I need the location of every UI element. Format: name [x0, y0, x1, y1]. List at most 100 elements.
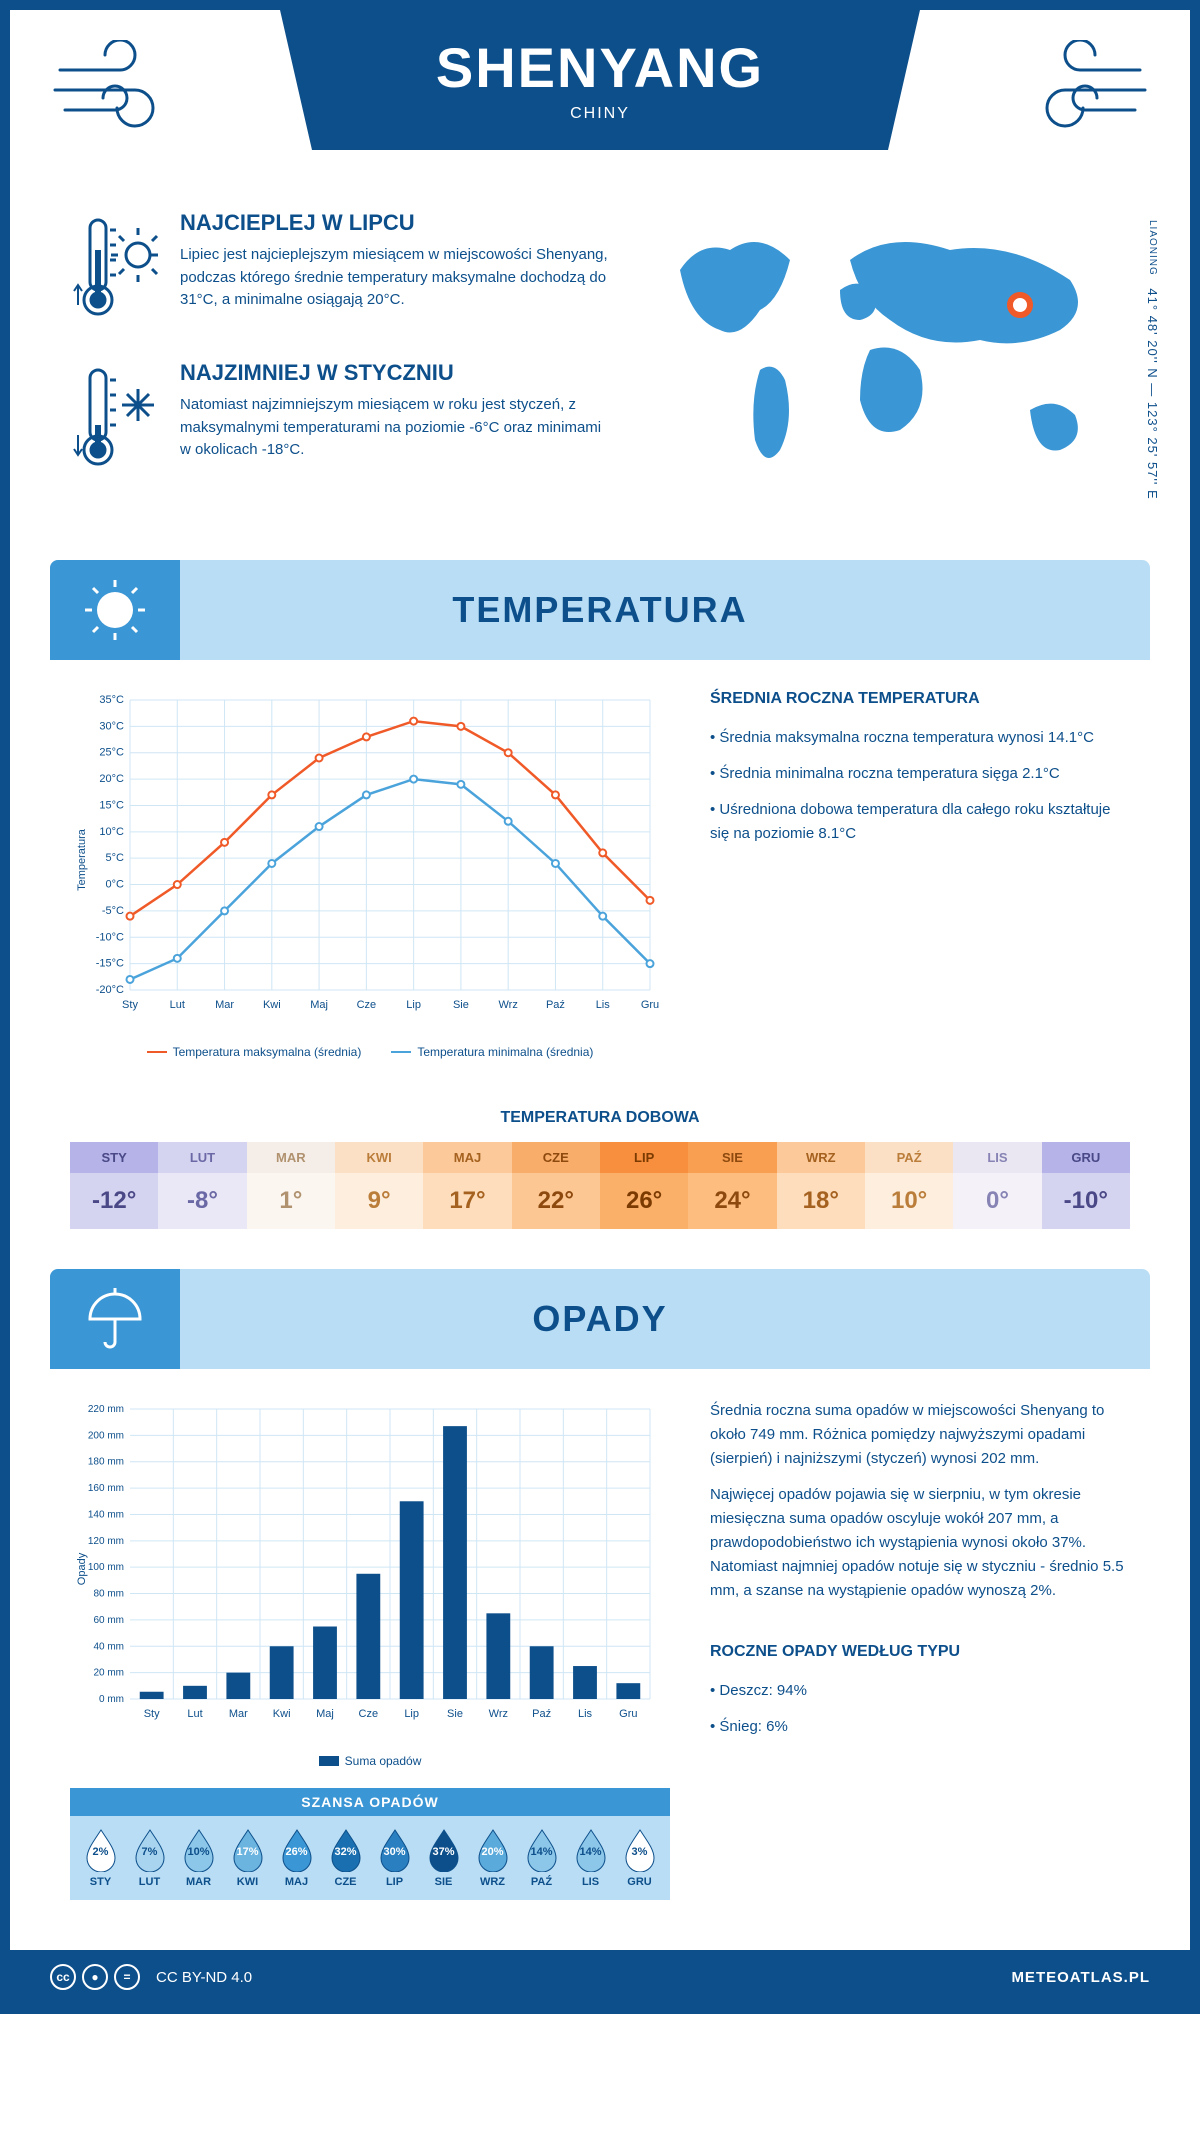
svg-text:Sty: Sty [122, 999, 138, 1011]
precip-info: Średnia roczna suma opadów w miejscowośc… [710, 1399, 1130, 1920]
daily-temp-cell: KWI9° [335, 1142, 423, 1229]
temperature-info: ŚREDNIA ROCZNA TEMPERATURA • Średnia mak… [710, 690, 1130, 1059]
daily-temp-cell: SIE24° [688, 1142, 776, 1229]
daily-temp-cell: MAJ17° [423, 1142, 511, 1229]
svg-text:Lip: Lip [404, 1708, 419, 1720]
precip-chance-cell: 30%LIP [370, 1828, 419, 1888]
precip-chance-cell: 32%CZE [321, 1828, 370, 1888]
precip-text-1: Średnia roczna suma opadów w miejscowośc… [710, 1399, 1130, 1471]
precip-chance-cell: 2%STY [76, 1828, 125, 1888]
daily-temp-cell: GRU-10° [1042, 1142, 1130, 1229]
svg-text:10°C: 10°C [99, 826, 124, 838]
daily-temp-cell: PAŹ10° [865, 1142, 953, 1229]
svg-text:Cze: Cze [359, 1708, 379, 1720]
svg-text:Kwi: Kwi [263, 999, 281, 1011]
precip-chance-block: SZANSA OPADÓW 2%STY7%LUT10%MAR17%KWI26%M… [70, 1788, 670, 1900]
coordinates-label: 41° 48' 20'' N — 123° 25' 57'' E [1145, 288, 1160, 499]
coldest-text: Natomiast najzimniejszym miesiącem w rok… [180, 394, 610, 462]
svg-text:Temperatura: Temperatura [76, 828, 88, 891]
header: SHENYANG CHINY [10, 10, 1190, 190]
svg-text:Maj: Maj [310, 999, 328, 1011]
precip-chance-cell: 17%KWI [223, 1828, 272, 1888]
svg-text:Wrz: Wrz [499, 999, 518, 1011]
svg-text:20°C: 20°C [99, 773, 124, 785]
precip-chance-cell: 14%PAŹ [517, 1828, 566, 1888]
svg-text:Opady: Opady [76, 1552, 88, 1585]
temperature-chart: -20°C-15°C-10°C-5°C0°C5°C10°C15°C20°C25°… [70, 690, 670, 1059]
svg-text:80 mm: 80 mm [93, 1589, 124, 1600]
svg-text:Gru: Gru [619, 1708, 637, 1720]
svg-text:Paź: Paź [546, 999, 565, 1011]
warmest-title: NAJCIEPLEJ W LIPCU [180, 210, 610, 236]
svg-text:Lis: Lis [578, 1708, 593, 1720]
svg-text:40 mm: 40 mm [93, 1641, 124, 1652]
svg-text:160 mm: 160 mm [88, 1483, 124, 1494]
city-name: SHENYANG [280, 35, 920, 100]
coldest-title: NAJZIMNIEJ W STYCZNIU [180, 360, 610, 386]
svg-text:200 mm: 200 mm [88, 1430, 124, 1441]
daily-temp-cell: WRZ18° [777, 1142, 865, 1229]
warmest-text: Lipiec jest najcieplejszym miesiącem w m… [180, 244, 610, 312]
footer: cc ● = CC BY-ND 4.0 METEOATLAS.PL [10, 1950, 1190, 2004]
svg-text:Wrz: Wrz [489, 1708, 508, 1720]
svg-text:35°C: 35°C [99, 694, 124, 706]
precip-chart: 0 mm20 mm40 mm60 mm80 mm100 mm120 mm140 … [70, 1399, 670, 1920]
svg-text:Sie: Sie [447, 1708, 463, 1720]
location-marker-icon [1010, 295, 1030, 315]
svg-text:Mar: Mar [229, 1708, 248, 1720]
precip-chance-cell: 26%MAJ [272, 1828, 321, 1888]
precip-type-title: ROCZNE OPADY WEDŁUG TYPU [710, 1643, 1130, 1661]
temperature-title: TEMPERATURA [452, 589, 747, 631]
legend-precip: Suma opadów [319, 1754, 422, 1768]
svg-text:Cze: Cze [357, 999, 377, 1011]
svg-text:Lip: Lip [406, 999, 421, 1011]
daily-temp-cell: STY-12° [70, 1142, 158, 1229]
precip-chance-title: SZANSA OPADÓW [70, 1788, 670, 1816]
svg-text:-20°C: -20°C [96, 984, 124, 996]
svg-text:25°C: 25°C [99, 747, 124, 759]
coldest-block: NAJZIMNIEJ W STYCZNIU Natomiast najzimni… [70, 360, 610, 480]
umbrella-icon [80, 1284, 150, 1354]
license-text: CC BY-ND 4.0 [156, 1969, 252, 1986]
thermometer-hot-icon [70, 210, 160, 330]
svg-text:Sty: Sty [144, 1708, 160, 1720]
nd-icon: = [114, 1964, 140, 1990]
svg-text:Paź: Paź [532, 1708, 551, 1720]
intro-section: NAJCIEPLEJ W LIPCU Lipiec jest najcieple… [10, 190, 1190, 540]
svg-text:Lut: Lut [170, 999, 185, 1011]
svg-text:30°C: 30°C [99, 720, 124, 732]
precip-chance-cell: 3%GRU [615, 1828, 664, 1888]
legend-max: Temperatura maksymalna (średnia) [147, 1045, 362, 1059]
avg-temp-title: ŚREDNIA ROCZNA TEMPERATURA [710, 690, 1130, 708]
svg-text:0°C: 0°C [106, 879, 125, 891]
svg-text:180 mm: 180 mm [88, 1457, 124, 1468]
warmest-block: NAJCIEPLEJ W LIPCU Lipiec jest najcieple… [70, 210, 610, 330]
precip-title: OPADY [532, 1298, 667, 1340]
wind-decoration-left [50, 40, 190, 140]
daily-temp-cell: MAR1° [247, 1142, 335, 1229]
svg-text:15°C: 15°C [99, 799, 124, 811]
sun-icon [80, 575, 150, 645]
daily-temp-cell: CZE22° [512, 1142, 600, 1229]
precip-text-2: Najwięcej opadów pojawia się w sierpniu,… [710, 1483, 1130, 1603]
svg-text:120 mm: 120 mm [88, 1536, 124, 1547]
temp-info-point: • Średnia maksymalna roczna temperatura … [710, 726, 1130, 750]
daily-temp-cell: LIP26° [600, 1142, 688, 1229]
cc-icon: cc [50, 1964, 76, 1990]
country-name: CHINY [280, 105, 920, 123]
world-map-icon [650, 210, 1130, 490]
precip-chance-cell: 20%WRZ [468, 1828, 517, 1888]
daily-temp-title: TEMPERATURA DOBOWA [10, 1109, 1190, 1127]
svg-text:-10°C: -10°C [96, 931, 124, 943]
license-block: cc ● = CC BY-ND 4.0 [50, 1964, 252, 1990]
svg-text:5°C: 5°C [106, 852, 125, 864]
region-label: LIAONING [1147, 220, 1158, 276]
legend-min: Temperatura minimalna (średnia) [391, 1045, 593, 1059]
svg-text:Maj: Maj [316, 1708, 334, 1720]
precip-chance-cell: 14%LIS [566, 1828, 615, 1888]
svg-text:Gru: Gru [641, 999, 659, 1011]
temp-info-point: • Średnia minimalna roczna temperatura s… [710, 762, 1130, 786]
svg-text:Lut: Lut [187, 1708, 202, 1720]
svg-text:140 mm: 140 mm [88, 1509, 124, 1520]
daily-temp-cell: LIS0° [953, 1142, 1041, 1229]
